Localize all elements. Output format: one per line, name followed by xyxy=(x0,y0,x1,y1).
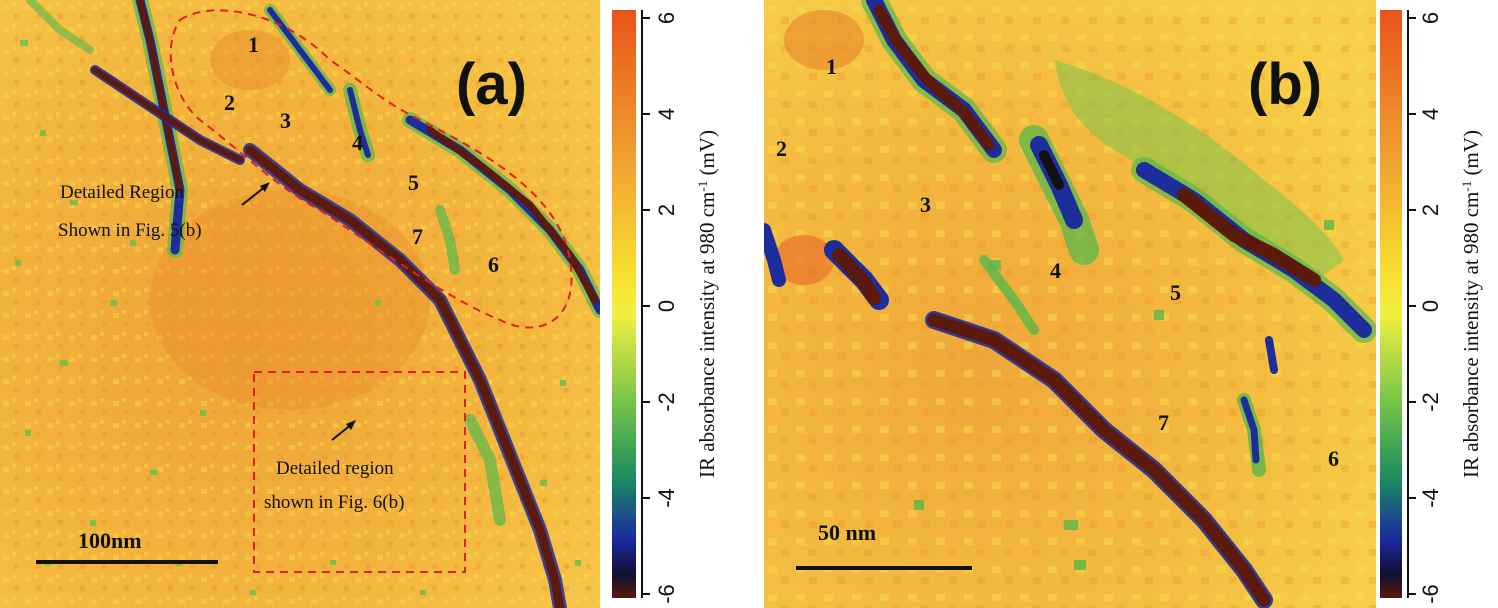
tick-label: 0 xyxy=(1418,300,1443,312)
region-number-6: 6 xyxy=(488,252,499,277)
arrowhead-2 xyxy=(346,420,356,430)
panel-b: 1 2 3 4 5 6 7 (b) 50 nm xyxy=(764,0,1376,608)
hot-spot xyxy=(210,30,290,90)
colorbar-tick-labels-a: 6 4 2 0 -2 -4 -6 xyxy=(654,12,679,604)
colorbar-b: 6 4 2 0 -2 -4 -6 IR absorbance intensity… xyxy=(1378,0,1498,608)
region-number-7: 7 xyxy=(1158,410,1169,435)
tick-label: 6 xyxy=(1418,12,1443,24)
panel-letter-b: (b) xyxy=(1248,52,1322,117)
tick-label: -2 xyxy=(1418,392,1443,412)
annotation-line-3: Detailed region xyxy=(276,458,394,479)
region-number-4: 4 xyxy=(352,130,363,155)
region-number-2: 2 xyxy=(224,90,235,115)
panel-a: 1 2 3 4 5 6 7 (a) Detailed Region Shown … xyxy=(0,0,600,608)
tick-label: -6 xyxy=(1418,584,1443,604)
ir-map-a: 1 2 3 4 5 6 7 (a) Detailed Region Shown … xyxy=(0,0,600,608)
region-number-1: 1 xyxy=(826,54,837,79)
arrowhead-1 xyxy=(260,182,270,192)
colorbar-a: 6 4 2 0 -2 -4 -6 IR absorbance intensity… xyxy=(606,0,762,608)
dark-features xyxy=(26,0,600,608)
tick-label: 2 xyxy=(1418,204,1443,216)
colorbar-gradient-a xyxy=(612,10,636,598)
tick-label: 2 xyxy=(654,204,679,216)
annotation-arrow-1 xyxy=(241,185,267,206)
tick-label: 6 xyxy=(654,12,679,24)
colorbar-tick-labels-b: 6 4 2 0 -2 -4 -6 xyxy=(1418,12,1443,604)
region-number-5: 5 xyxy=(1170,280,1181,305)
tick-label: -6 xyxy=(654,584,679,604)
scale-bar-a xyxy=(36,560,218,564)
region-number-7: 7 xyxy=(412,224,423,249)
region-number-4: 4 xyxy=(1050,258,1061,283)
panel-letter-a: (a) xyxy=(456,52,527,117)
dashed-box xyxy=(253,371,466,573)
ir-map-b: 1 2 3 4 5 6 7 (b) 50 nm xyxy=(764,0,1376,608)
scale-bar-label-a: 100nm xyxy=(78,528,142,553)
region-number-5: 5 xyxy=(408,170,419,195)
tick-label: 4 xyxy=(1418,108,1443,120)
tick-label: 4 xyxy=(654,108,679,120)
dashed-region-outline xyxy=(169,9,573,329)
region-number-2: 2 xyxy=(776,136,787,161)
green-dots xyxy=(914,220,1334,570)
hot-spot xyxy=(774,235,834,285)
colorbar-label-a: IR absorbance intensity at 980 cm-1 (mV) xyxy=(695,130,720,478)
region-number-1: 1 xyxy=(248,32,259,57)
tick-label: -4 xyxy=(654,488,679,508)
tick-label: -4 xyxy=(1418,488,1443,508)
region-number-3: 3 xyxy=(920,192,931,217)
tick-label: 0 xyxy=(654,300,679,312)
tick-label: -2 xyxy=(654,392,679,412)
hot-spot xyxy=(784,10,864,70)
colorbar-ticks-a xyxy=(642,17,650,595)
scale-bar-b xyxy=(796,566,972,570)
green-band xyxy=(1054,60,1344,290)
annotation-line-1: Detailed Region xyxy=(60,182,184,203)
region-number-6: 6 xyxy=(1328,446,1339,471)
colorbar-ticks-b xyxy=(1408,17,1416,595)
hot-region xyxy=(150,190,430,410)
region-number-3: 3 xyxy=(280,108,291,133)
scale-bar-label-b: 50 nm xyxy=(818,520,876,545)
dark-features xyxy=(764,0,1376,608)
annotation-line-2: Shown in Fig. 5(b) xyxy=(58,220,202,241)
annotation-line-4: shown in Fig. 6(b) xyxy=(264,492,404,513)
colorbar-gradient-b xyxy=(1380,10,1402,598)
colorbar-label-b: IR absorbance intensity at 980 cm-1 (mV) xyxy=(1459,130,1484,478)
